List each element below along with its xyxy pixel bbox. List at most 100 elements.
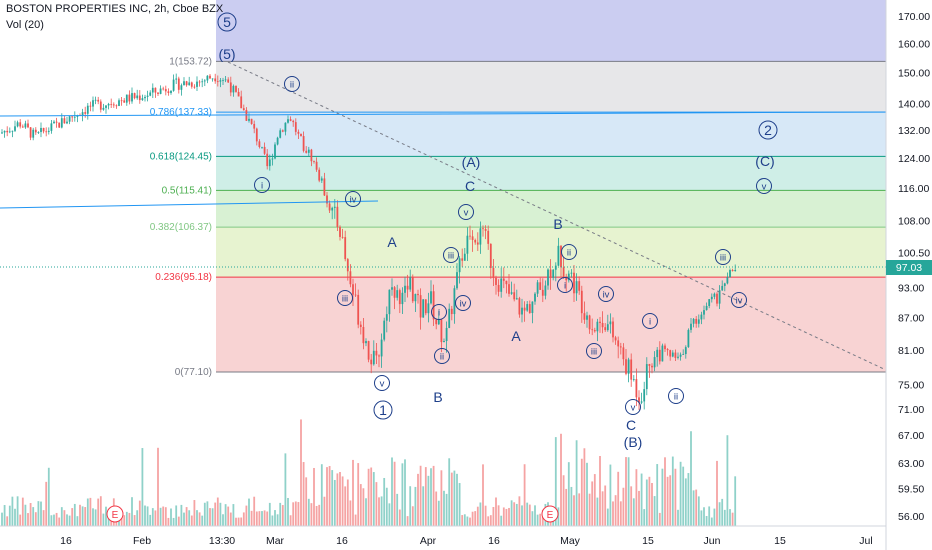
volume-bar — [125, 511, 128, 526]
candle-body — [14, 126, 16, 131]
wave-label[interactable]: C — [626, 417, 636, 433]
volume-bar — [560, 433, 562, 526]
wave-label[interactable]: B — [553, 216, 562, 232]
fib-zone-extension — [216, 0, 886, 62]
candle-body — [437, 319, 440, 325]
wave-label[interactable]: v — [756, 178, 772, 194]
candle-body — [50, 123, 53, 131]
wave-label[interactable]: iv — [345, 191, 361, 207]
volume-bar — [138, 500, 141, 526]
wave-label[interactable]: 1 — [373, 400, 393, 420]
wave-label[interactable]: iv — [731, 292, 747, 308]
candle-body — [385, 314, 388, 321]
wave-label[interactable]: v — [458, 204, 474, 220]
wave-label-text: i — [261, 180, 263, 191]
earnings-marker-text: E — [547, 510, 554, 521]
candle-body — [417, 293, 419, 296]
wave-label[interactable]: (C) — [755, 153, 774, 169]
candle-body — [666, 349, 669, 351]
candle-body — [63, 118, 66, 124]
volume-bar — [396, 493, 399, 526]
wave-label[interactable]: iv — [598, 286, 614, 302]
wave-label[interactable]: iii — [586, 343, 602, 359]
earnings-marker[interactable]: E — [106, 505, 124, 523]
volume-bar — [229, 512, 232, 526]
volume-bar — [331, 470, 334, 526]
volume-bar — [310, 503, 313, 526]
wave-label[interactable]: B — [433, 389, 442, 405]
candle-body — [271, 158, 274, 160]
volume-bar — [50, 515, 53, 526]
volume-bar — [700, 510, 703, 526]
wave-label[interactable]: iv — [455, 295, 471, 311]
volume-bar — [99, 496, 102, 526]
volume-bar — [201, 515, 204, 526]
candle-body — [32, 129, 35, 138]
volume-indicator-label: Vol (20) — [6, 19, 44, 31]
candle-body — [222, 80, 224, 81]
volume-bar — [315, 505, 318, 526]
wave-label[interactable]: C — [465, 178, 475, 194]
volume-bar — [227, 506, 230, 526]
fib-label-5: 0.236(95.18) — [155, 272, 212, 283]
candle-body — [162, 88, 165, 90]
volume-bar — [695, 489, 698, 526]
candle-body — [1, 132, 3, 134]
candle-body — [700, 314, 703, 320]
volume-bar — [619, 501, 622, 526]
volume-bar — [276, 514, 279, 526]
candle-body — [102, 107, 105, 110]
volume-bar — [258, 511, 261, 526]
candle-body — [34, 129, 37, 133]
candle-body — [695, 318, 698, 324]
candle-body — [448, 308, 451, 328]
wave-label[interactable]: (5) — [218, 46, 235, 62]
candle-body — [136, 95, 139, 99]
volume-bar — [716, 460, 718, 526]
wave-label[interactable]: A — [511, 328, 521, 344]
candle-body — [430, 291, 432, 304]
wave-label[interactable]: i — [557, 277, 573, 293]
wave-label[interactable]: ii — [284, 76, 300, 92]
volume-bar — [521, 505, 523, 526]
volume-bar — [466, 516, 469, 526]
candle-body — [388, 289, 391, 315]
wave-label[interactable]: A — [387, 234, 397, 250]
volume-bar — [128, 512, 131, 526]
wave-label[interactable]: i — [642, 313, 658, 329]
candle-body — [396, 290, 399, 298]
candle-body — [560, 245, 562, 268]
volume-bar — [697, 496, 700, 526]
wave-label[interactable]: v — [374, 375, 390, 391]
wave-label[interactable]: 2 — [758, 120, 778, 140]
wave-label[interactable]: iii — [715, 249, 731, 265]
wave-label[interactable]: ii — [561, 244, 577, 260]
earnings-marker[interactable]: E — [541, 505, 559, 523]
wave-label[interactable]: ii — [668, 388, 684, 404]
volume-bar — [326, 467, 328, 526]
candle-body — [201, 81, 204, 83]
candle-body — [175, 78, 178, 80]
volume-bar — [458, 483, 461, 526]
wave-label-text: iii — [720, 252, 726, 263]
wave-label[interactable]: v — [625, 399, 641, 415]
wave-label[interactable]: 5 — [217, 12, 237, 32]
volume-bar — [89, 497, 92, 526]
volume-bar — [263, 510, 266, 526]
volume-bar — [289, 515, 292, 526]
candle-body — [344, 237, 347, 260]
candle-body — [645, 364, 648, 390]
wave-label[interactable]: i — [254, 177, 270, 193]
volume-bar — [196, 510, 198, 526]
wave-label[interactable]: iii — [337, 290, 353, 306]
wave-label[interactable]: iii — [443, 247, 459, 263]
candle-body — [518, 298, 521, 315]
volume-bar — [294, 501, 297, 526]
wave-label[interactable]: ii — [434, 348, 450, 364]
volume-bar — [339, 471, 341, 526]
wave-label[interactable]: i — [431, 304, 447, 320]
wave-label[interactable]: (A) — [462, 154, 481, 170]
fib-zone-4 — [216, 227, 886, 278]
wave-label[interactable]: (B) — [624, 434, 643, 450]
